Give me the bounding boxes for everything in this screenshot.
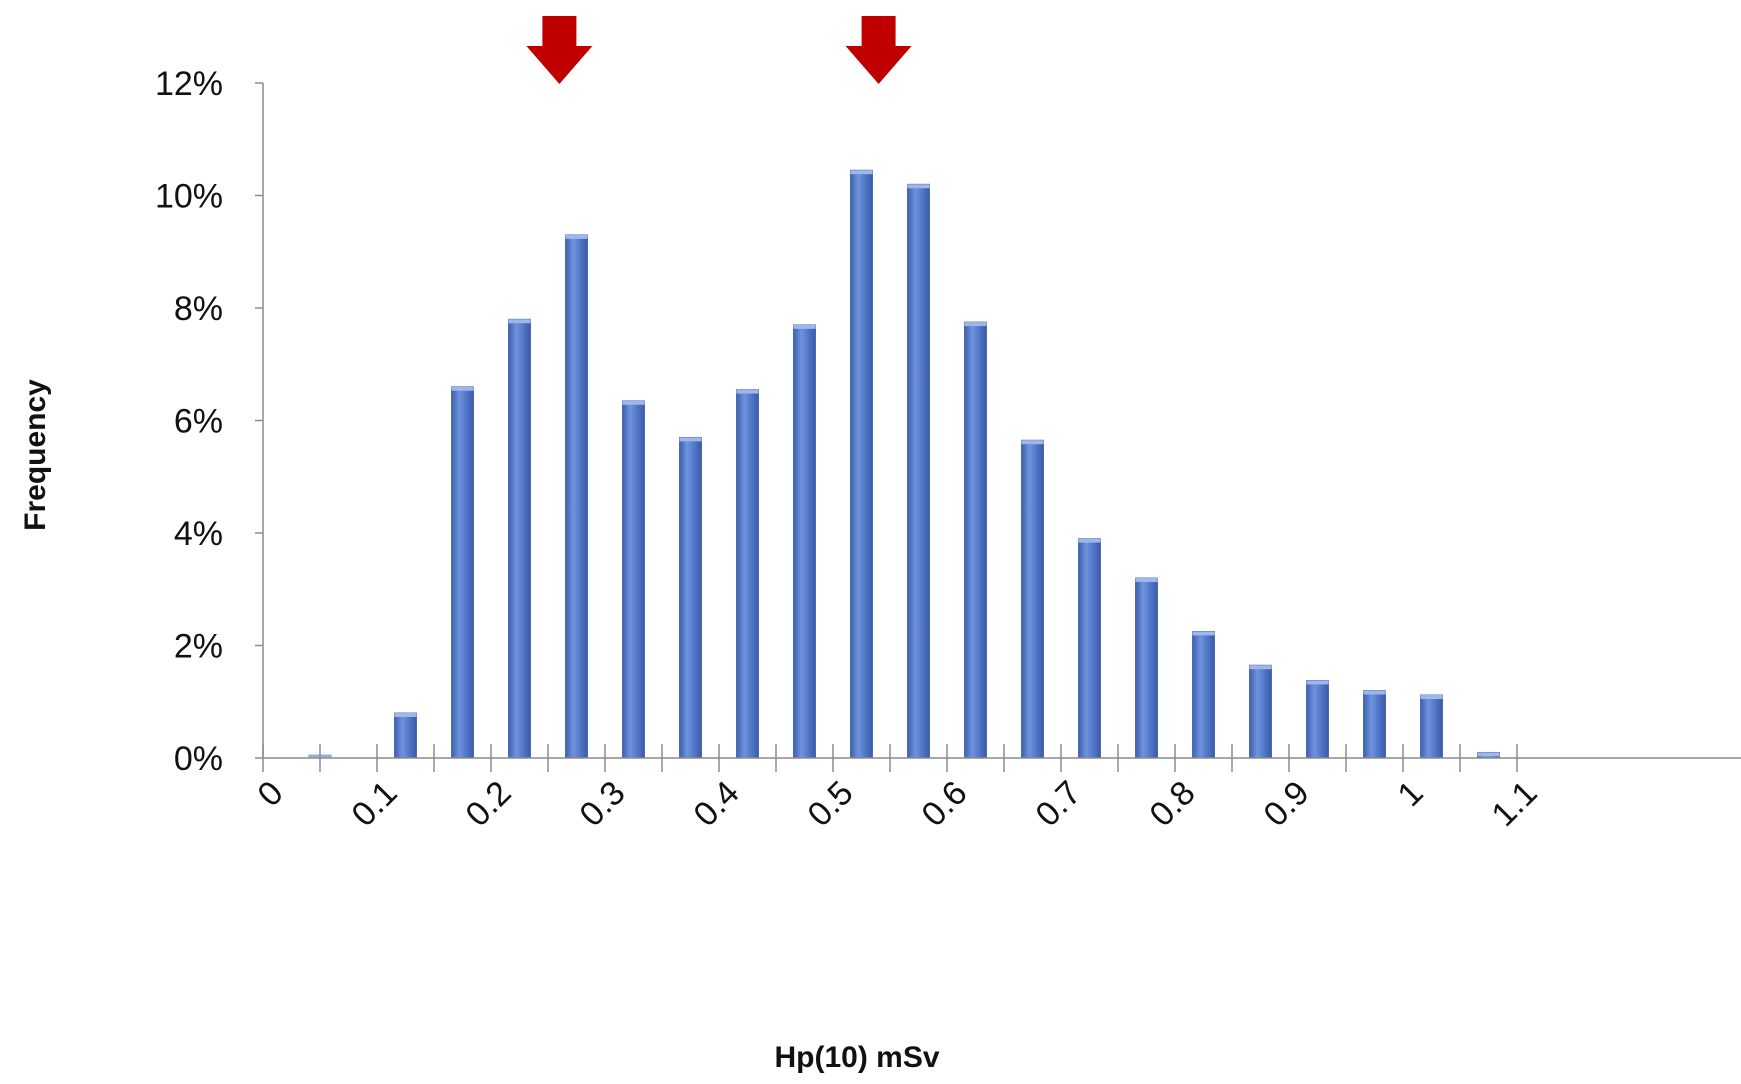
bar-highlight bbox=[679, 437, 702, 442]
bar bbox=[1078, 538, 1101, 759]
bar bbox=[1192, 631, 1215, 759]
bar bbox=[907, 183, 930, 759]
x-tick-label: 0.6 bbox=[914, 774, 974, 834]
bar-highlight bbox=[1363, 690, 1386, 695]
bar-highlight bbox=[1420, 695, 1443, 699]
bar bbox=[736, 389, 759, 759]
bar bbox=[793, 324, 816, 759]
bar bbox=[508, 318, 531, 759]
bar bbox=[451, 386, 474, 759]
bar bbox=[850, 169, 873, 759]
arrow-markers bbox=[526, 16, 912, 84]
x-tick-label: 0.7 bbox=[1028, 774, 1088, 834]
bar bbox=[1135, 577, 1158, 759]
y-axis-ticks bbox=[255, 82, 263, 759]
y-tick-label: 4% bbox=[174, 515, 223, 553]
bar bbox=[1420, 694, 1443, 759]
bar bbox=[1306, 679, 1329, 759]
bar-highlight bbox=[736, 389, 759, 394]
bar bbox=[394, 712, 417, 759]
x-tick-label: 0.9 bbox=[1256, 774, 1316, 834]
x-tick-label: 0.3 bbox=[572, 774, 632, 834]
bar-highlight bbox=[565, 234, 588, 239]
y-tick-label: 0% bbox=[174, 740, 223, 778]
arrow-marker-low bbox=[526, 16, 593, 84]
bar bbox=[565, 234, 588, 759]
x-tick-label: 0.1 bbox=[344, 774, 404, 834]
bar bbox=[1363, 690, 1386, 759]
x-tick-label: 0.5 bbox=[800, 774, 860, 834]
y-axis-title: Frequency bbox=[19, 379, 52, 531]
x-axis-title: Hp(10) mSv bbox=[774, 1041, 939, 1074]
bar-highlight bbox=[907, 184, 930, 189]
x-tick-label: 1.1 bbox=[1484, 774, 1544, 834]
arrow-marker-high bbox=[845, 16, 912, 84]
bar bbox=[679, 436, 702, 759]
bar bbox=[964, 321, 987, 759]
bar-highlight bbox=[964, 322, 987, 327]
x-axis-tick-labels: 0 0.1 0.2 0.3 0.4 0.5 0.6 0.7 0.8 0.9 1 1.1 bbox=[250, 774, 1544, 834]
x-tick-label: 0.8 bbox=[1142, 774, 1202, 834]
bar-highlight bbox=[850, 170, 873, 175]
bar-highlight bbox=[1249, 665, 1272, 670]
x-tick-label: 0.4 bbox=[686, 774, 746, 834]
y-tick-label: 2% bbox=[174, 628, 223, 666]
bar-highlight bbox=[793, 324, 816, 329]
bar bbox=[1021, 439, 1044, 759]
bar-highlight bbox=[394, 713, 417, 717]
x-tick-label: 1 bbox=[1390, 774, 1430, 814]
bar-highlight bbox=[1477, 752, 1500, 757]
bar-highlight bbox=[508, 319, 531, 324]
bar-highlight bbox=[1306, 680, 1329, 685]
y-tick-label: 6% bbox=[174, 403, 223, 441]
bar-highlight bbox=[1021, 440, 1044, 445]
bars bbox=[308, 169, 1500, 759]
bar bbox=[1249, 664, 1272, 759]
x-tick-label: 0 bbox=[250, 774, 290, 814]
bar-highlight bbox=[1135, 578, 1158, 582]
y-tick-label: 12% bbox=[155, 65, 223, 103]
x-tick-label: 0.2 bbox=[458, 774, 518, 834]
bar-highlight bbox=[622, 400, 645, 405]
y-tick-label: 8% bbox=[174, 290, 223, 328]
y-axis-tick-labels: 0% 2% 4% 6% 8% 10% 12% bbox=[155, 65, 223, 778]
bar-highlight bbox=[1078, 538, 1101, 543]
bar bbox=[622, 400, 645, 759]
y-tick-label: 10% bbox=[155, 178, 223, 216]
bar-highlight bbox=[451, 386, 474, 391]
bar-highlight bbox=[1192, 631, 1215, 636]
